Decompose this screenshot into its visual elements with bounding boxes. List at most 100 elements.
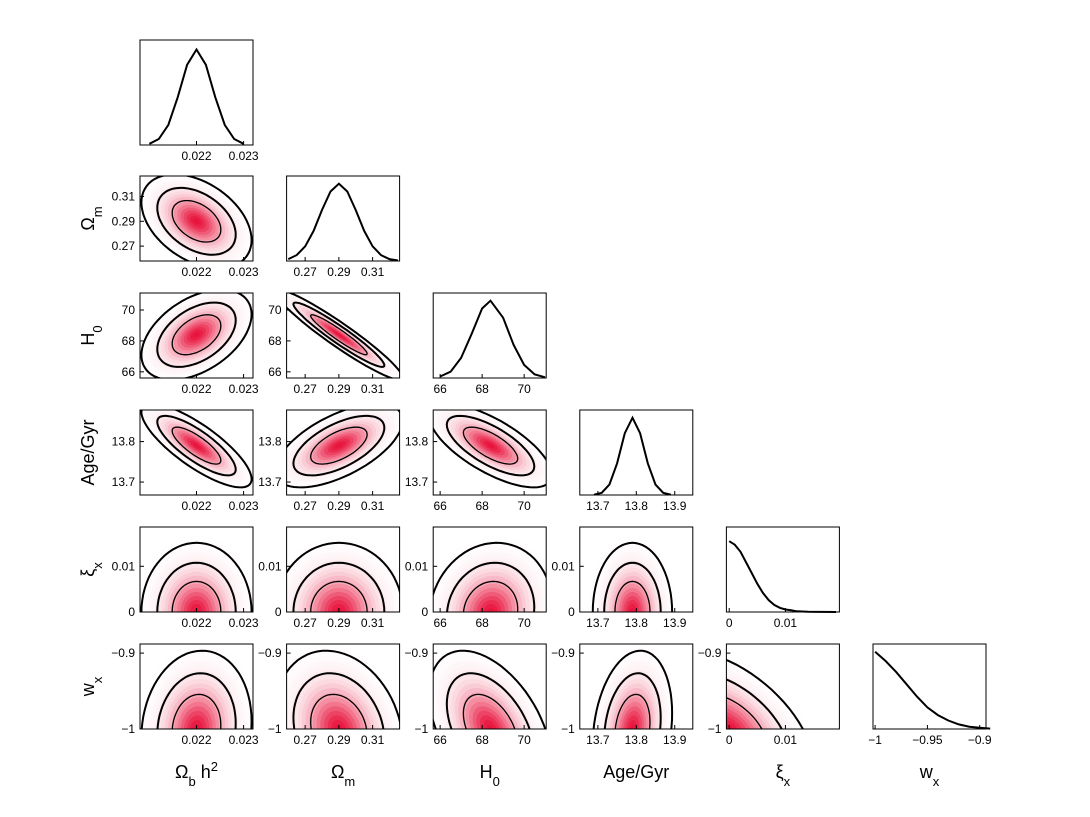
x-tick-label: 0.022	[181, 499, 211, 513]
y-tick-label: 0.27	[112, 239, 136, 253]
density-band	[726, 724, 734, 729]
contour	[286, 649, 400, 725]
y-tick-label: 66	[268, 365, 282, 379]
contour	[445, 414, 536, 477]
x-tick-label: 0.022	[181, 149, 211, 163]
panel-frame	[286, 643, 401, 730]
contour	[171, 199, 222, 243]
contour	[156, 301, 237, 368]
axis-label-part: ξ	[776, 762, 784, 782]
diagonal-panel	[286, 175, 401, 262]
panel-2d	[286, 293, 400, 378]
x-tick-label: 0	[726, 616, 733, 630]
contour	[310, 580, 368, 612]
x-tick-label: 68	[475, 382, 489, 396]
y-tick-label: −0.9	[698, 646, 722, 660]
contour	[726, 658, 805, 729]
contour	[603, 672, 662, 729]
y-tick-label: −0.9	[111, 646, 135, 660]
marginal-curve	[287, 182, 399, 262]
x-tick-label: 70	[517, 499, 531, 513]
axis-label-part: m	[90, 206, 105, 217]
x-tick-label: 0.31	[361, 265, 385, 279]
contour	[140, 649, 253, 729]
axis-label-part: m	[344, 774, 355, 789]
contour	[140, 176, 253, 261]
y-tick-label: 13.8	[405, 435, 429, 449]
axis-label-part: H	[480, 762, 493, 782]
y-tick-label: 13.7	[405, 475, 429, 489]
axis-label: wx	[919, 762, 940, 789]
axis-label: Age/Gyr	[78, 419, 98, 485]
y-tick-label: 70	[268, 303, 282, 317]
x-tick-label: 0.01	[774, 733, 798, 747]
y-tick-label: 0.31	[112, 189, 136, 203]
contour	[445, 672, 531, 729]
diagonal-panel	[872, 643, 987, 730]
panel-2d	[286, 644, 400, 729]
x-tick-label: 13.7	[586, 733, 610, 747]
x-tick-label: 0.31	[361, 616, 385, 630]
x-tick-label: 0.022	[181, 616, 211, 630]
y-tick-label: 13.8	[112, 435, 136, 449]
axis-label-part: x	[784, 774, 791, 789]
panel-frame	[286, 526, 401, 613]
panel-2d	[140, 176, 253, 261]
axis-label-part: 2	[211, 759, 218, 774]
y-tick-label: 68	[268, 334, 282, 348]
contour	[286, 410, 400, 489]
axis-label-part: H	[78, 333, 98, 346]
y-tick-label: 13.7	[258, 475, 282, 489]
density-band	[487, 608, 495, 612]
axis-label-part: Age/Gyr	[78, 419, 98, 485]
x-tick-label: 66	[433, 733, 447, 747]
y-tick-label: −1	[268, 722, 282, 736]
y-tick-label: −0.9	[551, 646, 575, 660]
density-band	[190, 719, 203, 729]
y-tick-label: 68	[122, 334, 136, 348]
y-tick-label: −0.9	[404, 646, 428, 660]
contour	[614, 693, 651, 729]
x-tick-label: 0.27	[293, 499, 317, 513]
x-tick-label: 0.01	[774, 616, 798, 630]
x-tick-label: 70	[517, 382, 531, 396]
marginal-curve	[874, 650, 991, 730]
contour	[171, 580, 222, 612]
diagonal-panel	[432, 292, 547, 379]
axis-label-part: ξ	[78, 569, 98, 577]
y-tick-label: 0.01	[551, 559, 575, 573]
axis-label-part: 0	[493, 774, 500, 789]
panel-frame	[286, 292, 401, 379]
panel-2d	[433, 644, 547, 729]
density-band	[335, 443, 343, 448]
density-band	[335, 332, 343, 338]
x-tick-label: 13.8	[625, 733, 649, 747]
panel-2d	[140, 535, 253, 612]
contour	[726, 697, 763, 729]
x-tick-label: 0.023	[229, 499, 259, 513]
x-tick-label: 68	[475, 733, 489, 747]
x-tick-label: 70	[517, 616, 531, 630]
contour	[603, 561, 662, 612]
x-tick-label: 0.29	[327, 499, 351, 513]
x-tick-label: 13.7	[586, 499, 610, 513]
axis-label: ξx	[78, 562, 105, 577]
x-tick-label: 70	[517, 733, 531, 747]
diagonal-panel	[725, 526, 840, 613]
panel-2d	[589, 644, 677, 729]
axis-label: Ωm	[331, 762, 355, 789]
x-tick-label: 0.023	[229, 616, 259, 630]
x-tick-label: 0.29	[327, 265, 351, 279]
panel-frame	[286, 409, 401, 496]
panel-frame	[432, 409, 547, 496]
axis-label-part: Ω	[331, 762, 344, 782]
x-tick-label: 0	[726, 733, 733, 747]
y-tick-label: 0.01	[112, 559, 136, 573]
x-tick-label: 0.29	[327, 382, 351, 396]
contour	[292, 561, 386, 612]
y-tick-label: 0.01	[258, 559, 282, 573]
axis-label: wx	[78, 676, 105, 697]
contour	[292, 672, 385, 729]
contour	[171, 693, 222, 729]
x-tick-label: 13.7	[586, 616, 610, 630]
